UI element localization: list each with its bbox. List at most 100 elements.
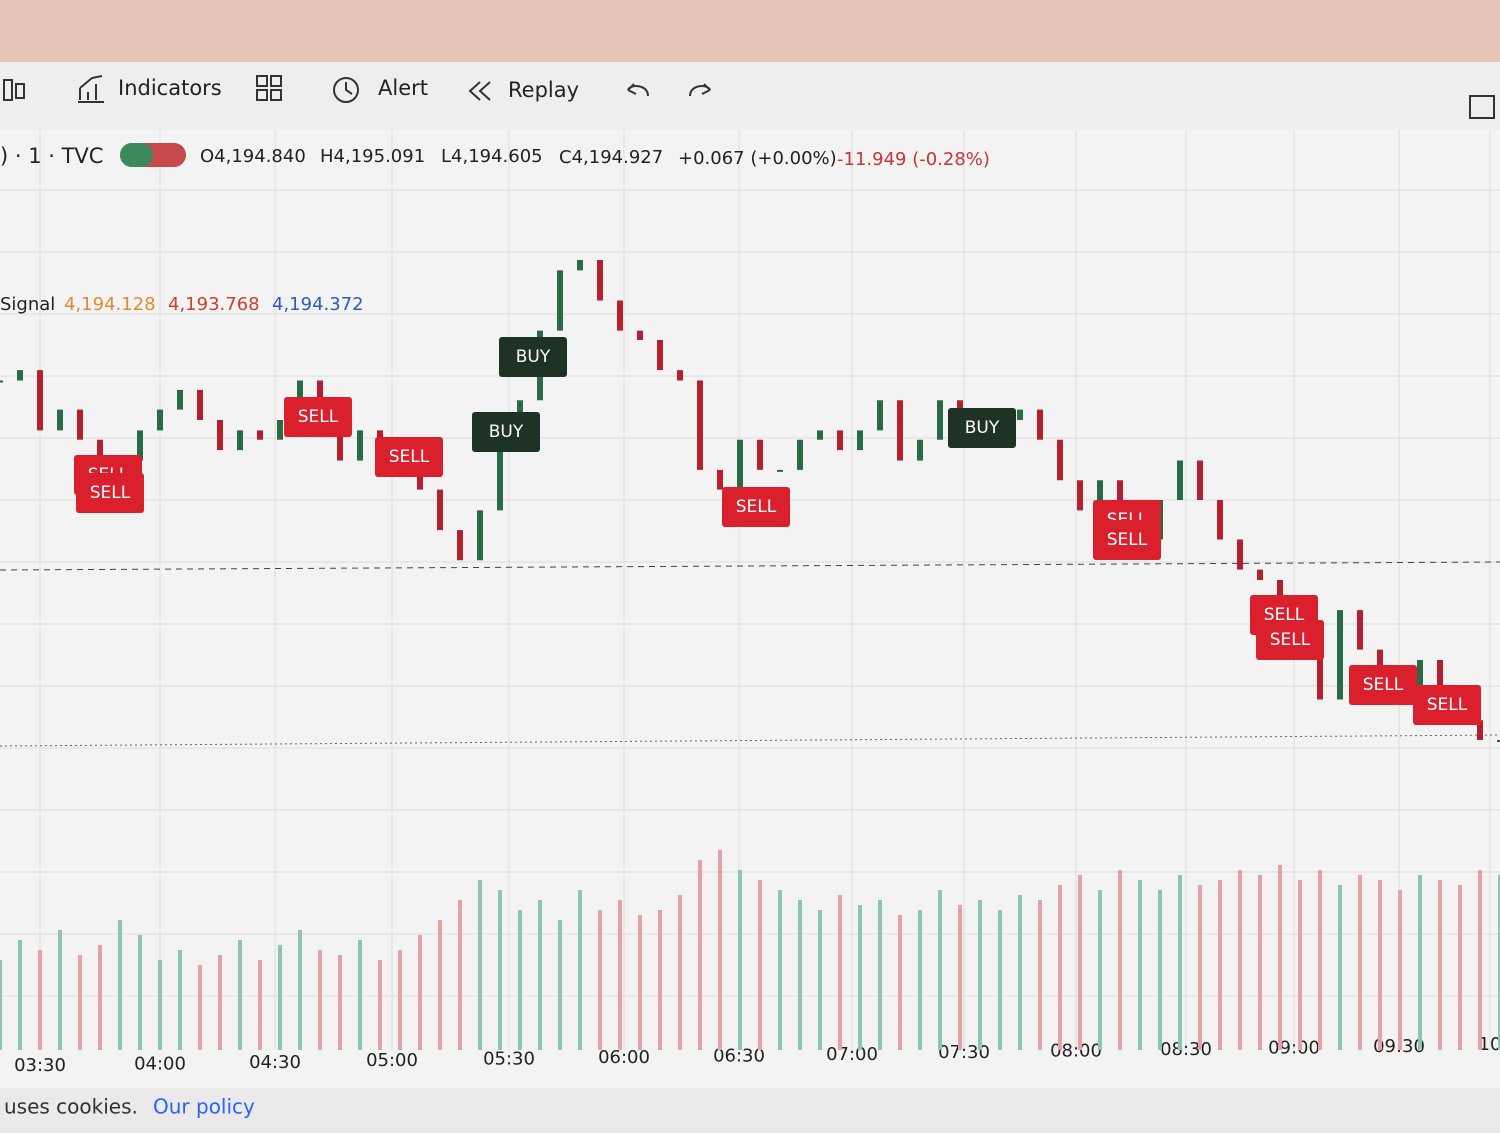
candle (1237, 539, 1243, 570)
volume-bar (298, 930, 302, 1050)
time-label: 10 (1479, 1034, 1500, 1055)
candle (857, 430, 863, 451)
candle (17, 370, 23, 381)
candle (357, 430, 363, 461)
volume-bar (418, 935, 422, 1050)
volume-bar (1458, 885, 1462, 1050)
volume-bar (1278, 865, 1282, 1050)
volume-bar (538, 900, 542, 1050)
volume-bar (778, 890, 782, 1050)
volume-bar (618, 900, 622, 1050)
volume-bar (1418, 875, 1422, 1050)
volume-bar (1358, 875, 1362, 1050)
time-label: 05:30 (483, 1049, 535, 1070)
ohlc-high: H4,195.091 (320, 146, 425, 167)
volume-bar (1158, 890, 1162, 1050)
candle (237, 430, 243, 451)
volume-bar (998, 910, 1002, 1050)
candle (1077, 480, 1083, 511)
candle (197, 389, 203, 420)
candle (377, 430, 383, 440)
volume-bar (1118, 870, 1122, 1050)
candle (1357, 610, 1363, 650)
time-label: 08:00 (1050, 1041, 1102, 1062)
volume-bar (198, 965, 202, 1050)
candle (217, 420, 223, 451)
time-label: 09:00 (1268, 1037, 1320, 1058)
candle (817, 430, 823, 440)
volume-bar (1298, 880, 1302, 1050)
volume-bar (1038, 900, 1042, 1050)
volume-bar (598, 910, 602, 1050)
price-line (0, 734, 1500, 747)
signal-box (722, 487, 790, 527)
market-status (120, 143, 153, 167)
candle (937, 400, 943, 440)
volume-bar (718, 850, 722, 1050)
volume-bar (258, 960, 262, 1050)
candle (777, 469, 783, 472)
grid (0, 130, 1500, 1050)
volume-bar (1378, 880, 1382, 1050)
candle (717, 469, 723, 490)
toolbar-icons (3, 75, 1495, 119)
volume-bar (1238, 870, 1242, 1050)
candle (1317, 640, 1323, 700)
candle (437, 489, 443, 531)
candle (317, 380, 323, 410)
candle (157, 409, 163, 431)
toolbar-button[interactable]: Alert (378, 76, 428, 100)
volume-bar (638, 915, 642, 1050)
volume-bar (1138, 880, 1142, 1050)
volume-bar (1258, 875, 1262, 1050)
candle (57, 409, 63, 431)
volume-bar (178, 950, 182, 1050)
session-change: -11.949 (-0.28%) (837, 149, 990, 170)
time-label: 06:30 (713, 1045, 765, 1066)
volume-bar (1318, 870, 1322, 1050)
signal-box (1413, 685, 1481, 725)
candle (697, 380, 703, 470)
candle (1177, 460, 1183, 500)
candle (1337, 610, 1343, 700)
volume-bar (278, 945, 282, 1050)
candle (1497, 740, 1500, 742)
volume-bar (438, 920, 442, 1050)
volume-bar (1198, 885, 1202, 1050)
signal-label: SELL (1107, 530, 1148, 550)
toolbar-button[interactable]: Indicators (118, 76, 222, 100)
volume-bar (978, 900, 982, 1050)
indicator-value: 4,193.768 (168, 294, 260, 315)
signal-label: SELL (736, 497, 777, 517)
signal-box (76, 473, 144, 513)
candle (1017, 409, 1023, 420)
cookie-link[interactable]: Our policy (153, 1095, 255, 1119)
candle (757, 439, 763, 470)
candle (177, 389, 183, 410)
candle (1037, 409, 1043, 440)
signal-box (472, 412, 540, 452)
volume-bar (578, 890, 582, 1050)
volume-bar (1178, 875, 1182, 1050)
signal: SELL (284, 397, 352, 437)
indicator-value: 4,194.128 (64, 294, 156, 315)
volume-bar (1498, 875, 1500, 1050)
candle (37, 370, 43, 431)
candle (277, 420, 283, 440)
toolbar-button[interactable]: Replay (508, 78, 579, 102)
signal: BUY (948, 408, 1016, 448)
volume-bar (958, 905, 962, 1050)
volume-bar (678, 895, 682, 1050)
candle (257, 430, 263, 440)
time-label: 08:30 (1160, 1039, 1212, 1060)
candle (877, 400, 883, 431)
volume-bar (78, 955, 82, 1050)
candle (617, 300, 623, 331)
candle (77, 409, 83, 440)
signal-label: SELL (90, 483, 131, 503)
volume-bar (898, 915, 902, 1050)
candle (1417, 660, 1423, 691)
candle (477, 510, 483, 561)
candle (737, 439, 743, 490)
cookie-text: uses cookies. (4, 1095, 138, 1119)
